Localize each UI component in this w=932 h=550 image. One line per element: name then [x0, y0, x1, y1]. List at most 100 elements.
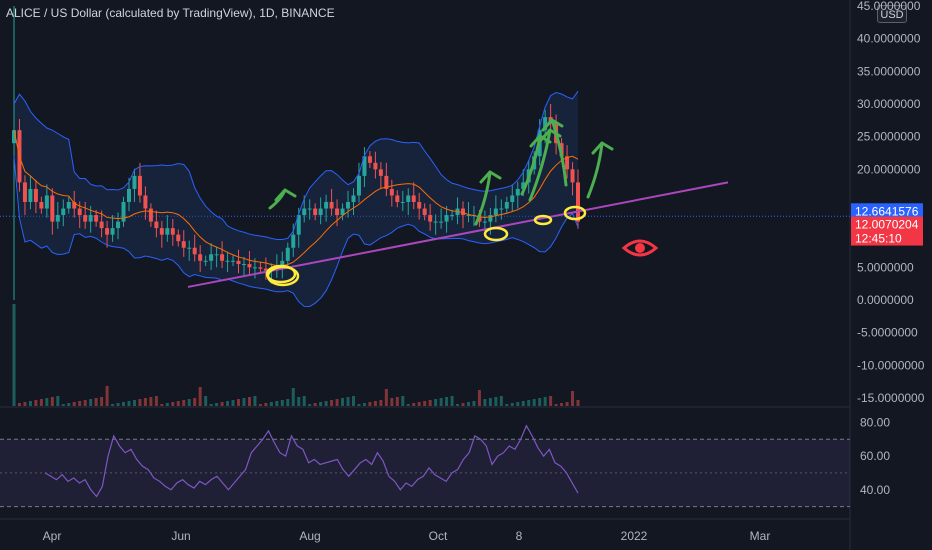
candle — [373, 162, 378, 170]
volume-bar — [105, 386, 109, 406]
volume-bar — [330, 400, 334, 406]
volume-bar — [89, 399, 93, 406]
volume-bar — [428, 400, 432, 406]
volume-bar — [226, 401, 230, 406]
volume-bar — [521, 401, 525, 406]
price-badge — [851, 216, 923, 232]
bollinger-bands — [13, 90, 579, 308]
price-badge — [851, 230, 923, 246]
volume-bar — [264, 403, 268, 406]
candle — [258, 267, 263, 269]
candle — [263, 268, 268, 271]
candle — [214, 254, 219, 256]
circle-annotation — [563, 205, 587, 221]
candle — [576, 182, 580, 222]
candle — [99, 221, 104, 229]
volume-bar — [72, 402, 76, 406]
candle — [510, 195, 515, 202]
volume-bar — [154, 396, 158, 406]
volume-bar — [253, 396, 257, 406]
candle — [521, 182, 526, 189]
volume-bar — [237, 399, 241, 406]
circle-annotation — [533, 214, 553, 226]
volume-bar — [297, 397, 301, 406]
candle — [241, 264, 246, 266]
volume-bar — [406, 404, 410, 406]
volume-bar — [308, 404, 312, 406]
price-tick-label: 25.0000000 — [857, 130, 921, 144]
eye-icon — [621, 239, 659, 257]
rsi-tick-label: 40.00 — [860, 483, 890, 497]
candle — [466, 215, 471, 217]
price-badge-label: 12.6641576 — [855, 204, 919, 218]
candle — [395, 195, 400, 202]
candle — [411, 195, 416, 202]
annotations — [187, 118, 729, 288]
volume-bar — [450, 396, 454, 406]
volume-bar — [275, 401, 279, 406]
volume-bar — [187, 399, 191, 406]
volume-bar — [94, 398, 98, 406]
volume-bar — [335, 399, 339, 406]
bollinger-fill — [14, 91, 578, 307]
candle — [302, 208, 307, 216]
candle — [428, 215, 433, 222]
candle — [116, 221, 121, 229]
candle — [72, 202, 77, 209]
up-arrow-annotation — [520, 134, 542, 196]
volume-bar — [83, 400, 87, 406]
candle — [461, 208, 466, 216]
volume-bar — [554, 404, 558, 406]
volume-bar — [28, 401, 32, 406]
price-badge-label: 12.0070204 — [855, 218, 919, 232]
volume-bar — [532, 399, 536, 406]
price-tick-label: 35.0000000 — [857, 64, 921, 78]
candle — [105, 228, 110, 235]
candle — [137, 175, 142, 196]
volume-bar — [351, 396, 355, 406]
candle — [88, 215, 93, 222]
volume-bar — [565, 402, 569, 406]
candle — [236, 260, 241, 265]
price-tick-label: 40.0000000 — [857, 32, 921, 46]
volume-bar — [488, 398, 492, 406]
trendline — [187, 181, 729, 288]
grid — [0, 0, 851, 550]
basis-line — [13, 130, 579, 267]
candle — [231, 260, 236, 262]
candle — [83, 215, 88, 222]
volume-bar — [373, 401, 377, 406]
up-arrow-annotation — [591, 141, 614, 155]
volume-bar — [34, 400, 38, 406]
candle — [406, 195, 411, 202]
volume-bar — [165, 403, 169, 406]
volume-bar — [231, 400, 235, 406]
candle — [444, 215, 449, 222]
price-axis[interactable]: 45.0000000 40.0000000 35.0000000 30.0000000… — [851, 0, 925, 405]
circle-annotation — [266, 265, 300, 287]
time-tick-label: 2022 — [621, 529, 648, 543]
time-tick-label: 8 — [516, 529, 523, 543]
currency-button[interactable]: USD — [877, 5, 907, 23]
candle — [121, 202, 126, 222]
volume-bar — [286, 399, 290, 406]
candle — [450, 215, 455, 217]
volume-bar — [516, 402, 520, 406]
candle — [66, 202, 71, 209]
volume-bar — [477, 390, 481, 406]
candle — [482, 221, 487, 223]
candle — [39, 202, 44, 209]
candle — [356, 175, 361, 196]
price-badge — [851, 203, 923, 219]
candle — [22, 182, 27, 202]
candle — [346, 202, 351, 209]
time-tick-label: Mar — [750, 529, 771, 543]
volume-bar — [456, 404, 460, 406]
time-axis[interactable]: Apr Jun Aug Oct 8 2022 Mar — [43, 529, 771, 543]
candle — [77, 208, 82, 216]
candle — [203, 260, 208, 262]
candle — [318, 208, 323, 216]
volume-bar — [341, 398, 345, 406]
volume-bar — [423, 401, 427, 406]
